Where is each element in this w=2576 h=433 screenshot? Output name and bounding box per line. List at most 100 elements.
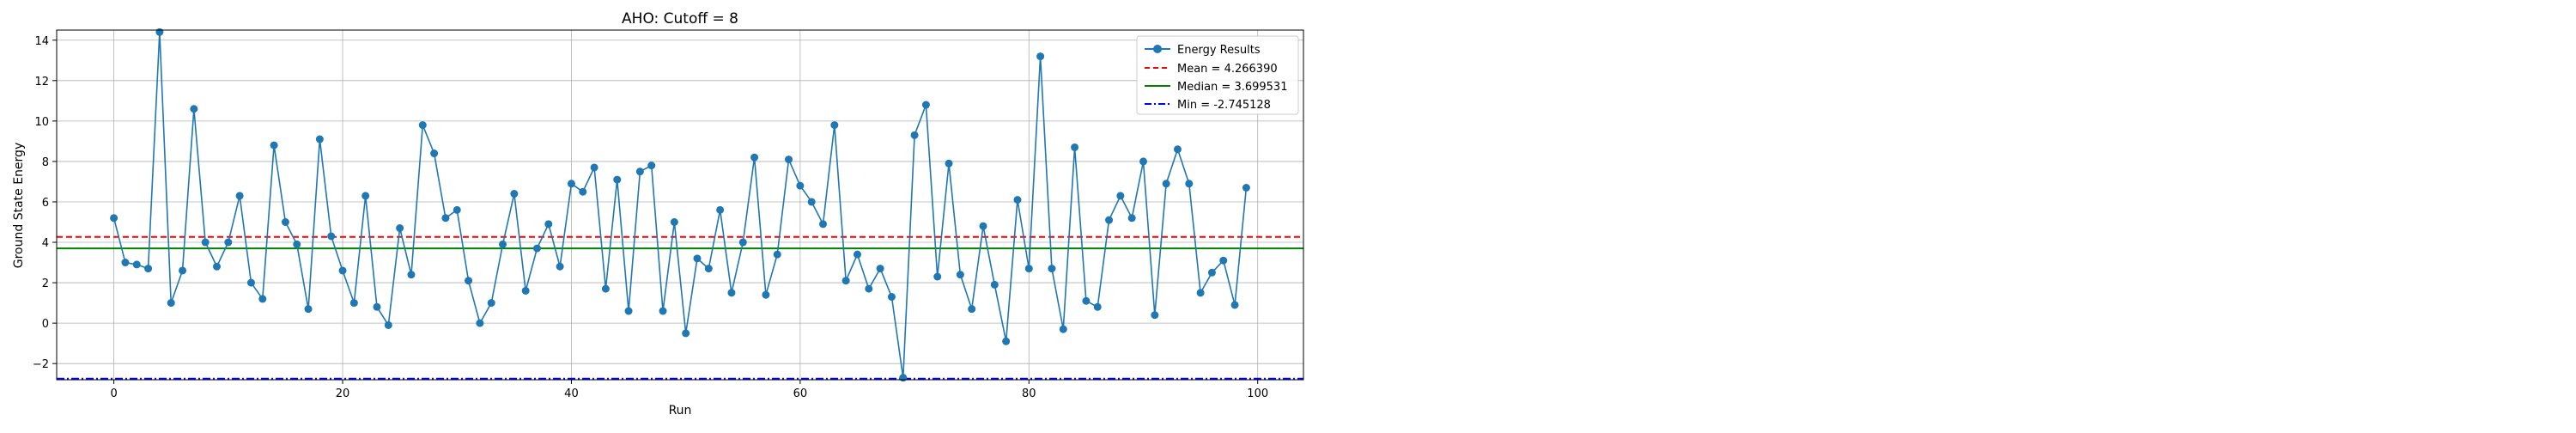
data-point xyxy=(990,280,999,289)
data-point xyxy=(1071,143,1079,151)
x-axis-label: Run xyxy=(669,404,692,418)
data-point xyxy=(499,240,507,248)
plot-area xyxy=(57,30,1303,380)
data-point xyxy=(785,156,793,164)
data-point xyxy=(819,220,828,229)
data-point xyxy=(796,181,805,190)
data-point xyxy=(1127,214,1136,223)
data-point xyxy=(693,254,702,263)
legend-label-energy: Energy Results xyxy=(1177,44,1261,57)
data-point xyxy=(224,238,233,247)
data-point xyxy=(1116,192,1125,200)
data-point xyxy=(453,205,461,214)
data-point xyxy=(956,271,964,279)
data-point xyxy=(201,238,210,247)
data-point xyxy=(1242,184,1250,192)
y-tick-label: 12 xyxy=(34,76,49,88)
data-point xyxy=(670,218,678,226)
data-point xyxy=(1185,180,1194,188)
data-point xyxy=(1196,289,1205,297)
data-point xyxy=(1024,265,1033,273)
data-point xyxy=(407,271,416,279)
x-tick-label: 40 xyxy=(564,387,579,400)
data-point xyxy=(579,187,587,196)
data-point xyxy=(635,168,644,176)
data-point xyxy=(727,289,736,297)
data-point xyxy=(682,329,690,338)
x-tick-label: 100 xyxy=(1247,387,1268,400)
data-point xyxy=(544,220,553,229)
data-point xyxy=(887,293,896,302)
data-point xyxy=(1036,52,1045,61)
legend-label-min: Min = -2.745128 xyxy=(1177,99,1271,112)
series-line xyxy=(112,31,1248,379)
data-point xyxy=(258,295,267,303)
data-point xyxy=(716,205,725,214)
data-point xyxy=(144,265,153,273)
data-point xyxy=(1219,256,1228,265)
data-point xyxy=(190,105,198,113)
reference-lines xyxy=(57,235,1303,380)
legend-label-median: Median = 3.699531 xyxy=(1177,81,1287,94)
data-point xyxy=(830,121,839,130)
data-point xyxy=(373,302,381,311)
data-point xyxy=(465,277,473,285)
legend: Energy Results Mean = 4.266390 Median = … xyxy=(1136,35,1299,115)
data-point xyxy=(418,121,427,130)
data-point xyxy=(1013,196,1022,204)
data-point xyxy=(945,159,953,168)
data-point xyxy=(304,305,313,314)
data-point xyxy=(246,278,255,287)
data-point xyxy=(876,265,884,273)
data-point xyxy=(110,214,118,223)
data-point xyxy=(773,250,781,259)
data-point xyxy=(968,305,976,314)
data-point xyxy=(1059,325,1067,333)
axis-ticks: 0 20 40 60 80 100 −2 0 2 4 6 8 10 12 14 xyxy=(33,35,1268,400)
x-tick-label: 60 xyxy=(793,387,808,400)
data-point xyxy=(327,232,336,241)
data-point xyxy=(624,307,633,315)
y-tick-label: 0 xyxy=(42,318,49,331)
data-point xyxy=(762,290,770,299)
x-tick-label: 0 xyxy=(110,387,117,400)
data-point xyxy=(270,141,278,149)
y-tick-label: 6 xyxy=(42,197,49,210)
data-point xyxy=(441,214,450,223)
chart-title: AHO: Cutoff = 8 xyxy=(622,10,738,27)
data-point xyxy=(1139,157,1147,166)
data-point xyxy=(659,307,667,315)
data-point xyxy=(1048,265,1056,273)
data-point xyxy=(807,198,816,206)
data-point xyxy=(647,162,656,170)
data-point xyxy=(121,259,130,267)
series-energy-results xyxy=(110,27,1250,382)
data-point xyxy=(613,175,622,184)
legend-label-mean: Mean = 4.266390 xyxy=(1177,63,1278,76)
data-point xyxy=(213,262,221,271)
y-tick-label: 10 xyxy=(34,116,49,129)
data-point xyxy=(179,266,187,275)
data-point xyxy=(532,244,541,253)
data-point xyxy=(155,27,164,36)
data-point xyxy=(1173,145,1182,154)
data-point xyxy=(167,299,175,308)
data-point xyxy=(1207,268,1216,277)
data-point xyxy=(338,266,347,275)
plot-frame xyxy=(56,29,1304,381)
data-point xyxy=(361,192,370,200)
data-point xyxy=(1002,337,1011,345)
data-point xyxy=(1151,311,1159,320)
data-point xyxy=(521,286,530,295)
data-point xyxy=(556,262,564,271)
data-point xyxy=(704,265,713,273)
data-point xyxy=(567,180,575,188)
y-tick-label: 2 xyxy=(42,277,49,290)
y-tick-label: 14 xyxy=(34,35,49,48)
data-point xyxy=(1230,301,1239,309)
data-point xyxy=(476,319,484,327)
data-point xyxy=(487,299,495,308)
data-point xyxy=(293,240,301,248)
